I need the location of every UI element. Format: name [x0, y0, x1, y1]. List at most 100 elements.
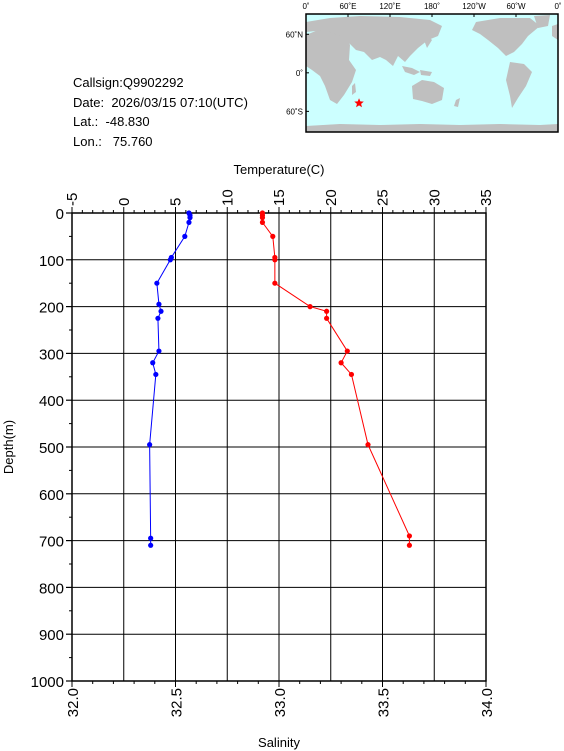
temperature-tick-label: 20: [323, 189, 340, 206]
temperature-line: [149, 212, 191, 546]
salinity-axis-title: Salinity: [258, 735, 300, 750]
map-lat-label: 60˚S: [286, 107, 303, 116]
temperature-point: [168, 254, 174, 261]
map-ticks: [305, 14, 559, 112]
depth-tick-label: 200: [39, 300, 64, 317]
lat-row: Lat.: -48.830: [73, 112, 248, 132]
temperature-tick-label: 25: [375, 189, 392, 206]
salinity-point: [406, 533, 413, 539]
map-lon-label: 120˚W: [462, 2, 486, 11]
lat-value: -48.830: [105, 114, 150, 129]
profile-series: [147, 210, 413, 548]
date-value: 2026/03/15 07:10(UTC): [111, 94, 248, 110]
salinity-tick-label: 33.5: [376, 688, 393, 717]
temperature-tick-label: 35: [478, 189, 495, 206]
date-row: Date: 2026/03/15 07:10(UTC): [73, 93, 248, 113]
callsign-row: Callsign:Q9902292: [73, 73, 248, 93]
salinity-point: [324, 308, 330, 314]
location-star-icon: [354, 98, 364, 108]
depth-axis-title: Depth(m): [1, 420, 16, 474]
salinity-point: [270, 233, 276, 239]
salinity-point: [348, 371, 355, 378]
lon-value: 75.760: [112, 133, 153, 149]
salinity-tick-label: 32.5: [169, 688, 186, 717]
salinity-point: [272, 280, 278, 286]
float-info: Callsign:Q9902292 Date: 2026/03/15 07:10…: [73, 73, 248, 151]
depth-tick-label: 100: [39, 253, 64, 270]
date-label: Date:: [73, 94, 105, 110]
temperature-tick-label: -5: [64, 193, 81, 206]
map-lon-label: 60˚W: [506, 2, 526, 11]
temperature-point: [158, 308, 164, 314]
temperature-point: [187, 215, 193, 221]
salinity-point: [344, 348, 350, 354]
map-lon-label: 0˚: [302, 2, 309, 11]
map-lat-labels: 60˚N 0˚ 60˚S: [286, 30, 304, 116]
depth-tick-label: 300: [39, 346, 64, 363]
salinity-point: [259, 212, 266, 218]
depth-tick-label: 1000: [31, 674, 64, 691]
plot-frame: [71, 212, 487, 682]
depth-tick-labels: 0 100 200 300 400 500 600 700 800 900 1000: [31, 206, 64, 691]
temperature-point: [155, 315, 161, 321]
lon-row: Lon.: 75.760: [73, 132, 248, 152]
map-lat-label: 60˚N: [286, 30, 304, 39]
depth-tick-label: 800: [39, 580, 64, 597]
salinity-point: [338, 360, 344, 366]
depth-tick-label: 500: [39, 440, 64, 457]
map-land: [306, 15, 558, 132]
chart-grid: [71, 212, 487, 682]
map-lon-label: 0˚: [554, 2, 561, 11]
depth-tick-label: 700: [39, 534, 64, 551]
callsign-value: Q9902292: [122, 75, 184, 90]
salinity-point: [324, 315, 330, 321]
temperature-point: [182, 233, 188, 239]
temperature-point: [148, 535, 154, 541]
map-lon-label: 120˚E: [379, 2, 400, 11]
depth-tick-label: 900: [39, 627, 64, 644]
salinity-tick-labels: 32.0 32.5 33.0 33.5 34.0: [65, 688, 496, 717]
minor-ticks: [66, 207, 487, 687]
salinity-tick-label: 32.0: [65, 688, 82, 717]
temperature-tick-label: 30: [426, 189, 443, 206]
temperature-point: [167, 257, 173, 263]
float-location-star: [354, 98, 364, 108]
lat-label: Lat.:: [73, 114, 99, 129]
map-lat-label: 0˚: [296, 69, 303, 78]
salinity-point: [406, 542, 413, 548]
depth-tick-label: 0: [56, 206, 64, 223]
map-lon-label: 180˚: [424, 2, 440, 11]
temperature-tick-label: 0: [116, 198, 133, 206]
temperature-point: [186, 219, 192, 225]
salinity-tick-label: 33.0: [272, 688, 289, 717]
lon-label: Lon.:: [73, 133, 102, 149]
salinity-point: [259, 219, 266, 225]
temperature-point: [148, 542, 154, 548]
map-lon-labels: 0˚ 60˚E 120˚E 180˚ 120˚W 60˚W 0˚: [302, 2, 561, 11]
salinity-point: [307, 304, 313, 310]
map-lon-label: 60˚E: [340, 2, 357, 11]
temperature-point: [147, 442, 153, 448]
location-map: 0˚ 60˚E 120˚E 180˚ 120˚W 60˚W 0˚ 60˚N 0˚ 60˚S: [286, 2, 562, 133]
depth-tick-label: 400: [39, 393, 64, 410]
temperature-point: [186, 210, 192, 216]
temperature-tick-label: 10: [219, 189, 236, 206]
salinity-point: [272, 254, 278, 261]
salinity-profile: [259, 210, 413, 548]
callsign-label: Callsign:: [73, 75, 123, 90]
temperature-point: [156, 348, 162, 354]
salinity-point: [259, 215, 266, 221]
salinity-point: [272, 257, 278, 263]
temperature-tick-label: 5: [168, 198, 185, 206]
temperature-point: [154, 280, 160, 286]
temperature-point: [187, 212, 193, 218]
temperature-point: [150, 360, 156, 366]
temperature-tick-labels: -5 0 5 10 15 20 25 30 35: [64, 189, 495, 206]
temperature-point: [156, 301, 162, 307]
temperature-axis-title: Temperature(C): [233, 162, 324, 177]
temperature-profile: [147, 210, 193, 548]
salinity-line: [261, 213, 410, 546]
depth-tick-label: 600: [39, 487, 64, 504]
temperature-point: [153, 371, 159, 378]
salinity-point: [259, 210, 266, 216]
